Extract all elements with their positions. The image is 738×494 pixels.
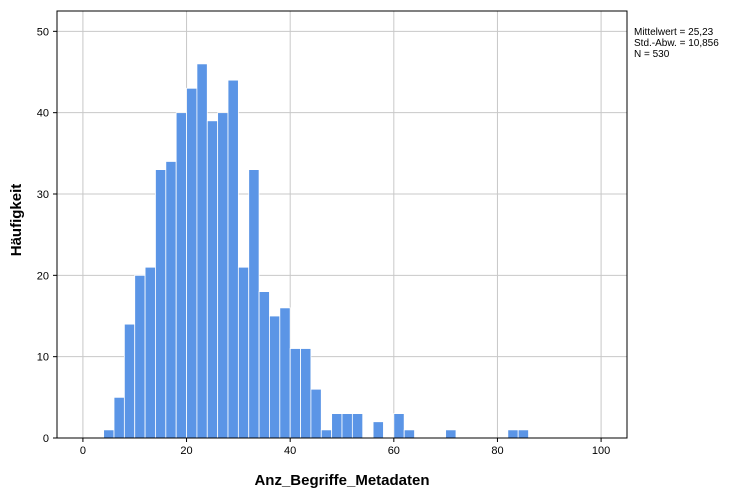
x-axis-ticks: 0 20 40 60 80 100 [80, 438, 610, 457]
histogram-bar [155, 169, 167, 439]
stat-mean: Mittelwert = 25,23 [634, 27, 714, 38]
histogram-bar [103, 429, 115, 439]
histogram-bar [258, 291, 270, 439]
histogram-bar [123, 323, 136, 439]
histogram-bar [351, 413, 364, 439]
y-tick-label: 30 [37, 189, 49, 201]
plot-frame [56, 10, 628, 439]
x-tick-label: 80 [491, 445, 503, 457]
x-axis-title: Anz_Begriffe_Metadaten [254, 472, 429, 489]
histogram-bar [372, 421, 384, 439]
y-tick-label: 0 [43, 433, 49, 445]
x-tick-label: 0 [80, 445, 86, 457]
histogram-bar [217, 112, 229, 439]
stat-n: N = 530 [634, 49, 670, 60]
histogram-bar [248, 169, 260, 439]
histogram-bar [196, 63, 208, 439]
histogram-bar [134, 274, 146, 439]
histogram-bar [393, 413, 405, 439]
histogram-bars [103, 63, 529, 439]
histogram-bar [310, 388, 322, 439]
histogram-bar [206, 120, 219, 439]
histogram-bar [403, 429, 415, 439]
x-tick-label: 40 [284, 445, 296, 457]
histogram-bar [269, 315, 281, 439]
histogram-bar [227, 79, 239, 439]
x-tick-label: 20 [180, 445, 192, 457]
histogram-bar [113, 396, 125, 439]
histogram-bar [237, 266, 250, 439]
statistics-box: Mittelwert = 25,23 Std.-Abw. = 10,856 N … [634, 27, 719, 60]
histogram-bar [300, 348, 312, 439]
histogram-bar [175, 112, 187, 439]
histogram-bar [320, 429, 333, 439]
histogram-bar [279, 307, 291, 439]
histogram-bar [289, 348, 301, 439]
histogram-bar [507, 429, 519, 439]
histogram-bar [186, 87, 198, 439]
y-tick-label: 40 [37, 108, 49, 120]
y-tick-label: 20 [37, 270, 49, 282]
y-tick-label: 10 [37, 352, 49, 364]
histogram-bar [445, 429, 457, 439]
x-tick-label: 100 [592, 445, 610, 457]
y-axis-title: Häufigkeit [8, 184, 25, 257]
histogram-bar [331, 413, 343, 439]
histogram-bar [165, 161, 177, 439]
histogram-bar [341, 413, 353, 439]
stat-std: Std.-Abw. = 10,856 [634, 38, 719, 49]
x-tick-label: 60 [388, 445, 400, 457]
y-tick-label: 50 [37, 26, 49, 38]
histogram-bar [517, 429, 529, 439]
y-axis-ticks: 0 10 20 30 40 50 [37, 26, 57, 445]
histogram-bar [144, 266, 156, 439]
